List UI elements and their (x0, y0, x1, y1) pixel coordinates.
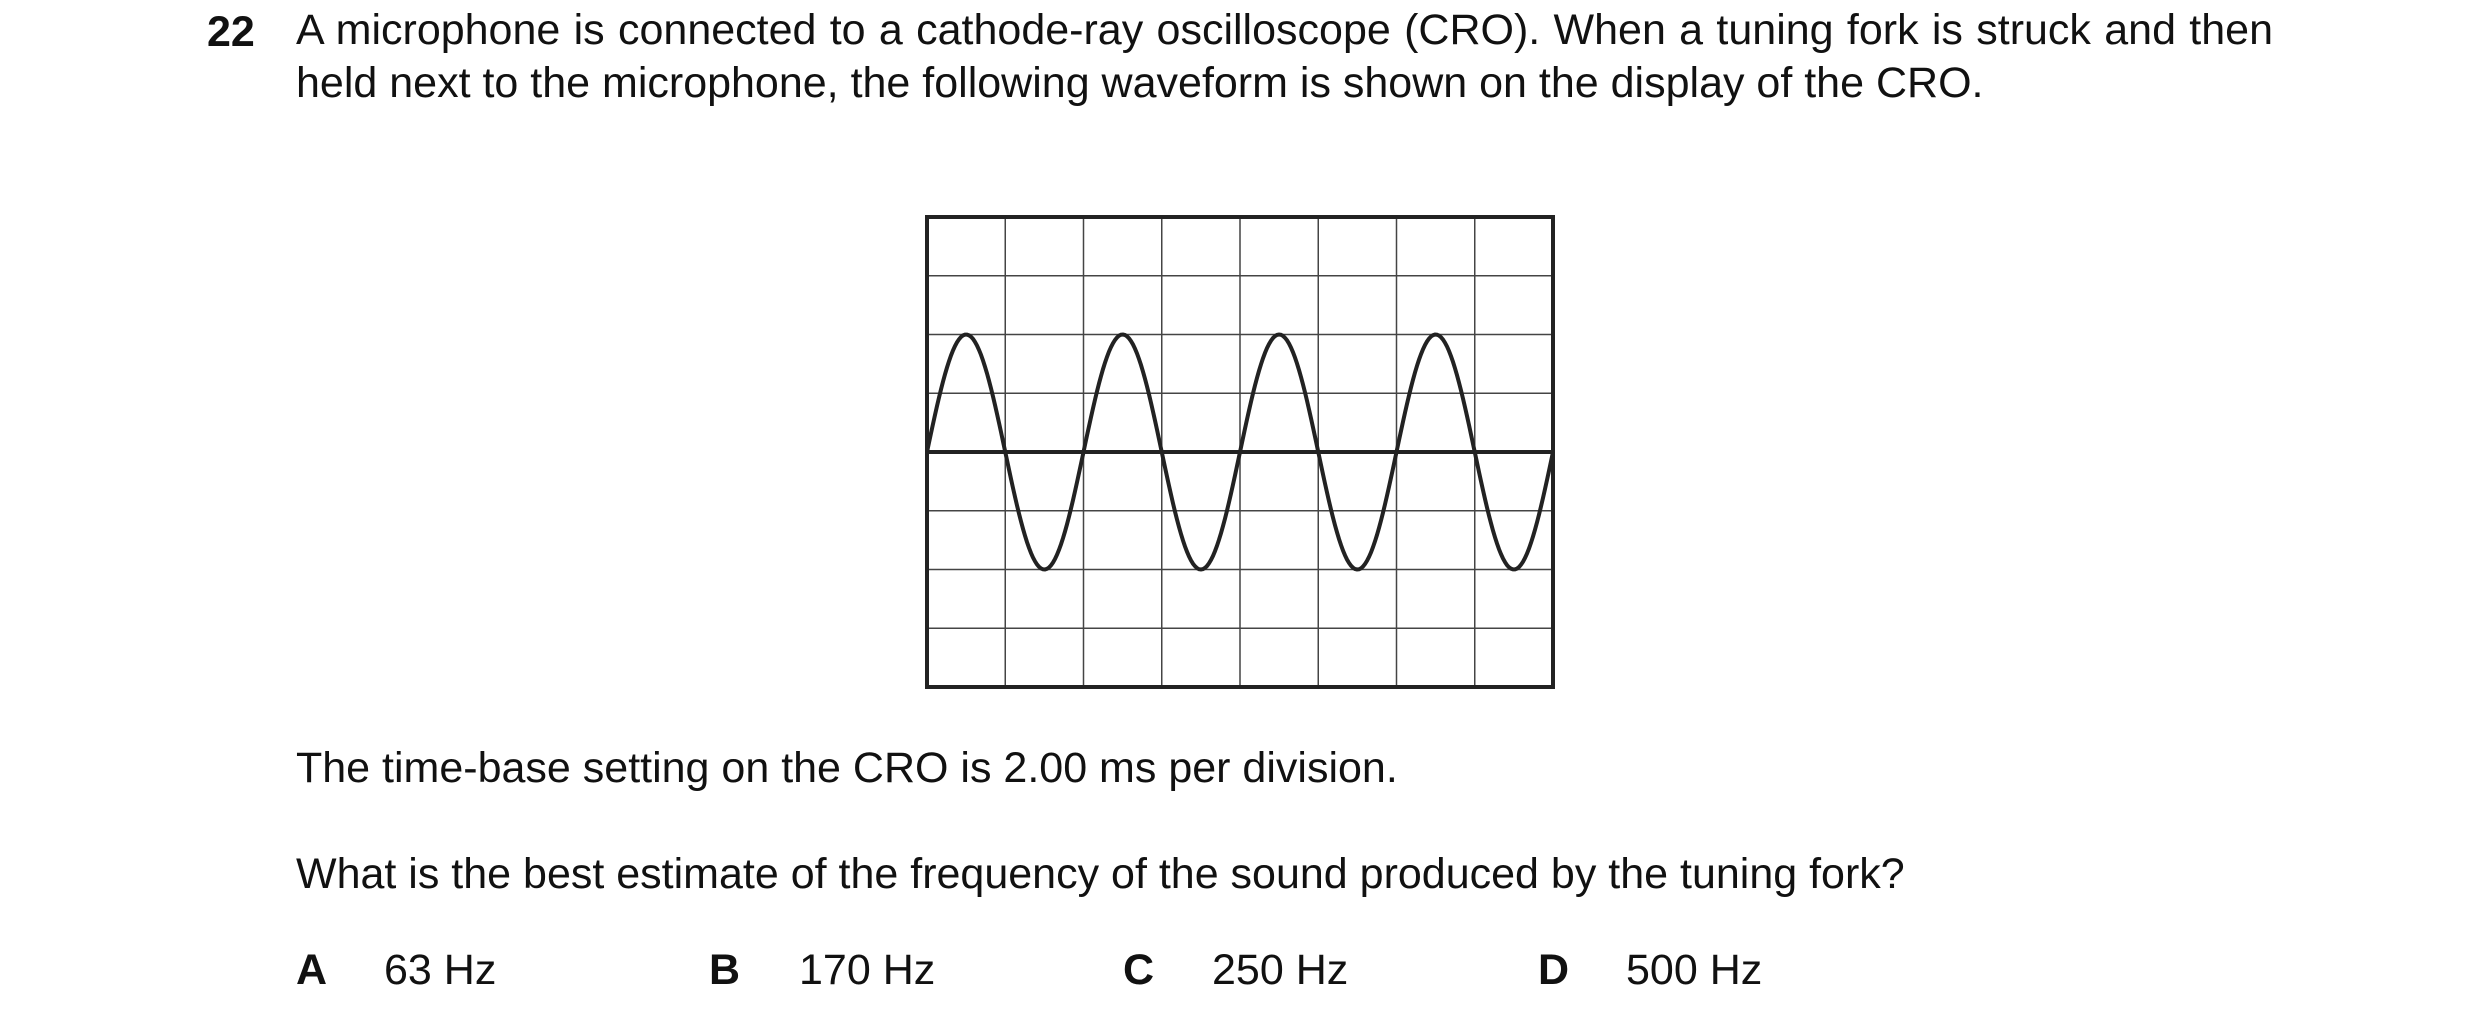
waveform (925, 332, 1555, 572)
option-text: 500 Hz (1626, 946, 1763, 994)
option-letter: D (1538, 946, 1570, 994)
option-text: 250 Hz (1212, 946, 1349, 994)
option-letter: A (296, 946, 328, 994)
question-number: 22 (207, 8, 255, 56)
option-text: 170 Hz (799, 946, 936, 994)
question-stem: A microphone is connected to a cathode-r… (296, 6, 2273, 107)
question-prompt: What is the best estimate of the frequen… (296, 850, 1905, 898)
option-letter: B (709, 946, 741, 994)
option-letter: C (1123, 946, 1155, 994)
option-text: 63 Hz (384, 946, 497, 994)
time-base-text: The time-base setting on the CRO is 2.00… (296, 744, 1398, 792)
